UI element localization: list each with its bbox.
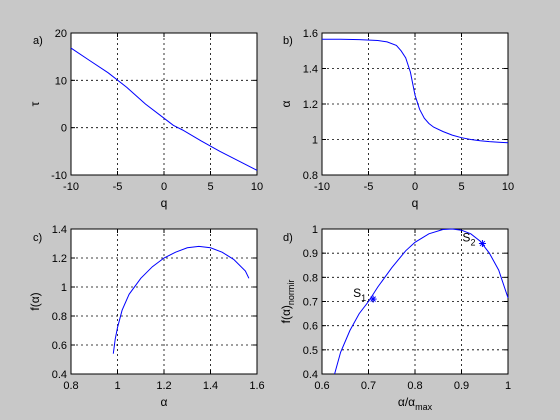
panel-2: -10 -5 0 5 10 0.8 1 1.2 1.4 1.6 b) q α (279, 28, 514, 210)
x-axis-label-main: q (412, 196, 419, 210)
x-axis-label-main: α/α (398, 395, 415, 409)
panel-label: a) (33, 35, 43, 47)
x-tick-label: 0.8 (63, 380, 78, 392)
x-tick-label: 0 (161, 181, 167, 193)
y-tick-label: 1.2 (52, 253, 67, 265)
y-tick-label: 0.6 (52, 340, 67, 352)
x-axis-label: q (161, 196, 168, 210)
x-tick-label: 0 (412, 181, 418, 193)
y-tick-label: 10 (55, 75, 67, 87)
x-tick-label: 1.2 (156, 380, 171, 392)
y-axis-label-sub: normir (286, 280, 296, 306)
y-tick-label: 0.8 (303, 272, 318, 284)
y-axis-label: f(α) (28, 292, 42, 310)
x-tick-label: -5 (364, 181, 374, 193)
y-axis-label: α (279, 100, 293, 107)
y-axis-label-main: f(α) (28, 292, 42, 310)
x-tick-label: 10 (251, 181, 263, 193)
y-tick-label: 0 (61, 123, 67, 135)
y-tick-label: 0.8 (52, 311, 67, 323)
series-line (322, 38, 509, 144)
panel-4: 0.6 0.7 0.8 0.9 10.40.50.60.70.80.91S1S2d)α/… (279, 224, 511, 412)
y-axis-label: f(α)normir (279, 280, 296, 324)
x-tick-label: -10 (314, 181, 330, 193)
y-tick-label: 0.5 (303, 345, 318, 357)
marker-point-s2 (478, 240, 486, 247)
x-tick-label: 1 (505, 380, 511, 392)
panel-1: -10 -5 0 5 10 -10 0 10 20 a) q τ (28, 28, 263, 210)
x-tick-label: 1 (114, 380, 120, 392)
x-tick-label: 0.8 (407, 380, 422, 392)
panel-label: b) (283, 35, 293, 47)
y-tick-label: 1 (312, 135, 318, 147)
y-tick-label: 1 (312, 224, 318, 236)
x-axis-label: α (161, 395, 168, 409)
y-tick-label: 1.2 (303, 99, 318, 111)
x-axis-label-sub: max (415, 402, 433, 412)
x-tick-label: 10 (502, 181, 514, 193)
x-axis-label-main: α (161, 395, 168, 409)
point-label-sub: 2 (470, 238, 475, 248)
marker-point-s1 (369, 295, 377, 303)
point-label-sub: 1 (361, 293, 366, 303)
point-label-main: S (462, 231, 470, 245)
series-line (70, 47, 258, 171)
panel-label: d) (283, 232, 293, 244)
x-axis-label: q (412, 196, 419, 210)
x-tick-label: 0.6 (314, 380, 329, 392)
y-axis-label-main: α (279, 100, 293, 107)
x-axis-label-main: q (161, 196, 168, 210)
marker-stroke (479, 240, 486, 247)
x-tick-label: 5 (207, 181, 213, 193)
panel-3: 0.8 1 1.2 1.4 1.6 0.4 0.6 0.8 1 1.2 1.4 c) α f(α) (28, 224, 265, 409)
y-tick-label: 0.4 (52, 369, 67, 381)
point-label: S1 (353, 286, 366, 303)
y-tick-label: 1.6 (303, 28, 318, 40)
y-tick-label: 0.4 (303, 369, 318, 381)
x-axis-label: α/αmax (398, 395, 433, 412)
y-tick-label: -10 (51, 170, 67, 182)
x-tick-label: 1.6 (249, 380, 264, 392)
y-tick-label: 1 (61, 282, 67, 294)
y-axis-label-main: τ (28, 101, 42, 106)
x-tick-label: -5 (113, 181, 123, 193)
marker-stroke (370, 296, 376, 302)
y-tick-label: 0.9 (303, 248, 318, 260)
y-tick-label: 1.4 (303, 64, 318, 76)
panel-label: c) (33, 232, 42, 244)
y-axis-label-main: f(α) (279, 305, 293, 323)
y-tick-label: 1.4 (52, 224, 67, 236)
series-line (112, 245, 250, 354)
y-tick-label: 0.8 (303, 170, 318, 182)
x-tick-label: 0.7 (361, 380, 376, 392)
x-tick-label: -10 (63, 181, 79, 193)
x-tick-label: 5 (458, 181, 464, 193)
point-label-main: S (353, 286, 361, 300)
y-axis-label: τ (28, 101, 42, 106)
x-tick-label: 1.4 (203, 380, 218, 392)
x-tick-label: 0.9 (454, 380, 469, 392)
y-tick-label: 20 (55, 28, 67, 40)
y-tick-label: 0.6 (303, 321, 318, 333)
point-label: S2 (462, 231, 475, 248)
y-tick-label: 0.7 (303, 297, 318, 309)
